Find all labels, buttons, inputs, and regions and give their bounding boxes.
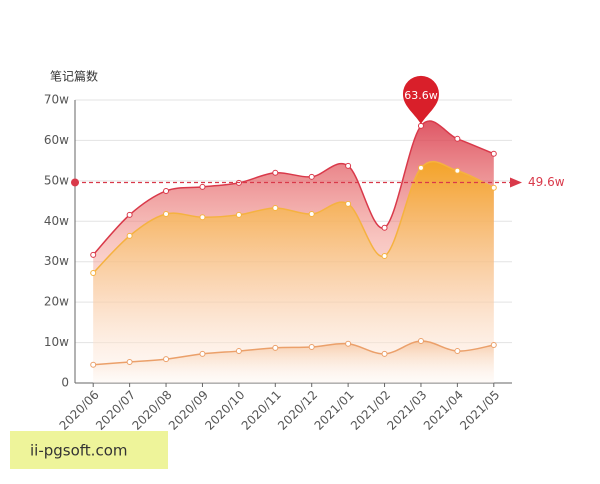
- point: [272, 344, 279, 351]
- point: [454, 167, 461, 174]
- x-tick-label: 2021/05: [457, 388, 502, 433]
- point: [417, 122, 424, 129]
- y-tick-label: 10w: [44, 335, 69, 349]
- y-tick-label: 40w: [44, 214, 69, 228]
- point: [381, 350, 388, 357]
- mean-label: 49.6w: [528, 175, 565, 189]
- point: [90, 361, 97, 368]
- point: [90, 270, 97, 277]
- point: [454, 348, 461, 355]
- watermark: ii-pgsoft.com: [30, 442, 128, 460]
- y-tick-label: 20w: [44, 295, 69, 309]
- point: [417, 337, 424, 344]
- point: [126, 211, 133, 218]
- max-pin: [402, 75, 439, 124]
- point: [345, 340, 352, 347]
- y-tick-label: 0: [61, 376, 69, 390]
- point: [272, 169, 279, 176]
- point: [235, 348, 242, 355]
- point: [163, 356, 170, 363]
- point: [308, 173, 315, 180]
- mean-arrow: [510, 177, 522, 188]
- area: [93, 340, 494, 383]
- mean-start: [71, 178, 79, 187]
- point: [490, 341, 497, 348]
- point: [454, 135, 461, 142]
- point: [163, 187, 170, 194]
- point: [199, 350, 206, 357]
- y-tick-label: 30w: [44, 254, 69, 268]
- line: [93, 340, 494, 366]
- point: [345, 162, 352, 169]
- point: [126, 358, 133, 365]
- point: [235, 211, 242, 218]
- y-tick-label: 70w: [44, 93, 69, 107]
- max-label: 63.6w: [404, 89, 438, 102]
- point: [199, 214, 206, 221]
- point: [90, 251, 97, 258]
- point: [345, 200, 352, 207]
- point: [417, 164, 424, 171]
- point: [308, 344, 315, 351]
- point: [490, 184, 497, 191]
- point: [163, 211, 170, 218]
- watermark-box: [10, 431, 168, 469]
- point: [490, 150, 497, 157]
- point: [126, 232, 133, 239]
- point: [381, 224, 388, 231]
- point: [381, 253, 388, 260]
- point: [308, 211, 315, 218]
- y-tick-label: 50w: [44, 173, 69, 187]
- point: [199, 183, 206, 190]
- y-tick-label: 60w: [44, 133, 69, 147]
- y-axis-title: 笔记篇数: [50, 69, 98, 84]
- point: [272, 204, 279, 211]
